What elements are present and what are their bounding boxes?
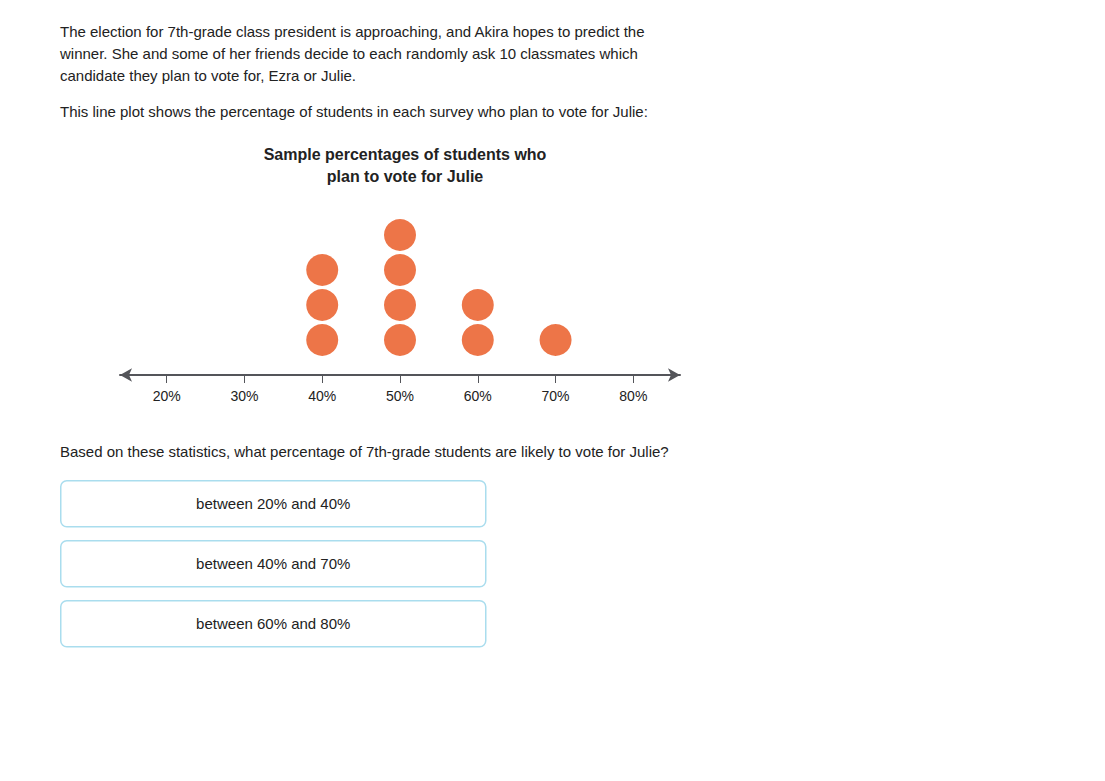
svg-text:80%: 80% bbox=[619, 388, 647, 404]
svg-text:between 20% and 40%: between 20% and 40% bbox=[196, 495, 350, 512]
svg-text:30%: 30% bbox=[230, 388, 258, 404]
svg-text:The election for 7th-grade cla: The election for 7th-grade class preside… bbox=[60, 23, 645, 40]
svg-text:Based on these statistics, wha: Based on these statistics, what percenta… bbox=[60, 443, 669, 460]
svg-text:plan to vote for Julie: plan to vote for Julie bbox=[327, 168, 484, 185]
svg-text:60%: 60% bbox=[464, 388, 492, 404]
svg-text:70%: 70% bbox=[542, 388, 570, 404]
svg-text:40%: 40% bbox=[308, 388, 336, 404]
svg-text:50%: 50% bbox=[386, 388, 414, 404]
svg-text:between 40% and 70%: between 40% and 70% bbox=[196, 555, 350, 572]
svg-text:20%: 20% bbox=[153, 388, 181, 404]
svg-text:candidate they plan to vote fo: candidate they plan to vote for, Ezra or… bbox=[60, 67, 356, 84]
svg-text:winner. She and some of her fr: winner. She and some of her friends deci… bbox=[59, 45, 638, 62]
svg-text:between 60% and 80%: between 60% and 80% bbox=[196, 615, 350, 632]
svg-text:Sample percentages of students: Sample percentages of students who bbox=[264, 146, 547, 163]
svg-text:This line plot shows the perce: This line plot shows the percentage of s… bbox=[60, 103, 648, 120]
